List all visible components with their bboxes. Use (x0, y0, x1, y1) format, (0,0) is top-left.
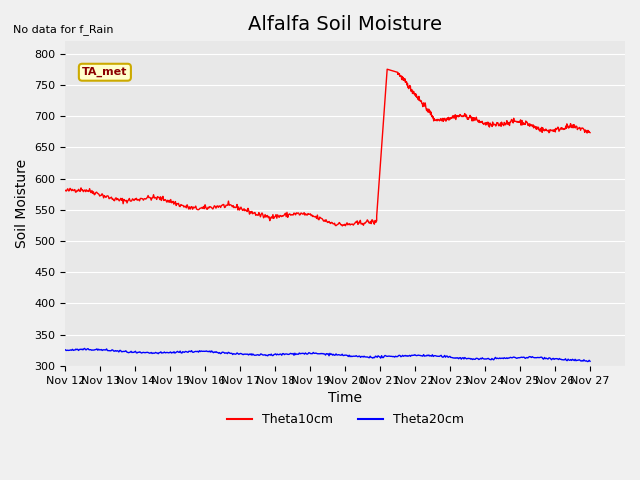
Text: No data for f_Rain: No data for f_Rain (13, 24, 113, 35)
Title: Alfalfa Soil Moisture: Alfalfa Soil Moisture (248, 15, 442, 34)
X-axis label: Time: Time (328, 391, 362, 405)
Y-axis label: Soil Moisture: Soil Moisture (15, 159, 29, 248)
Text: TA_met: TA_met (82, 67, 127, 77)
Legend: Theta10cm, Theta20cm: Theta10cm, Theta20cm (221, 408, 468, 431)
